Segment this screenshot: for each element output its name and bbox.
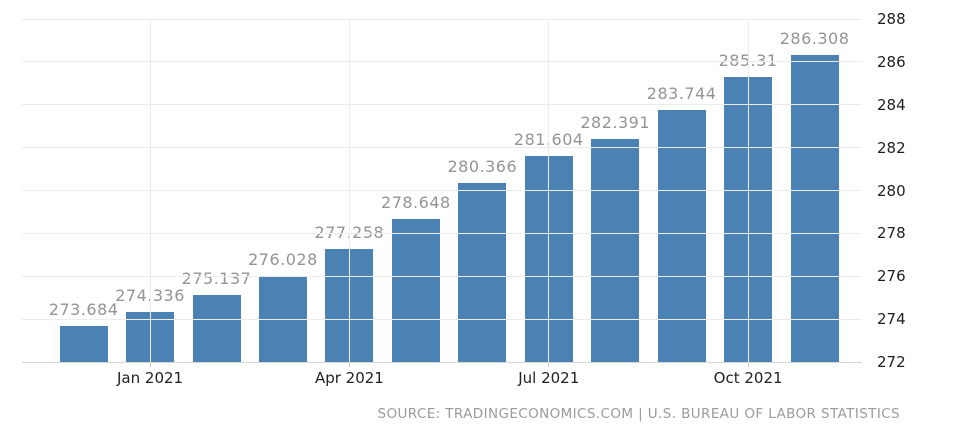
bar <box>192 294 241 362</box>
bar-value-label: 275.137 <box>181 268 252 288</box>
x-axis-tick-label: Oct 2021 <box>713 369 783 387</box>
y-axis-tick-label: 278 <box>877 224 906 243</box>
y-axis-tick-label: 288 <box>877 10 906 28</box>
y-axis-tick-label: 282 <box>877 138 906 157</box>
y-axis-tick-label: 274 <box>877 310 906 329</box>
y-gridline <box>22 61 862 63</box>
y-gridline <box>22 18 862 20</box>
x-axis-tick-mark <box>149 362 151 367</box>
x-axis-tick-label: Jul 2021 <box>518 369 580 387</box>
bar <box>790 55 839 362</box>
y-gridline <box>22 275 862 277</box>
bar <box>458 182 507 362</box>
x-axis-tick-mark <box>548 362 550 367</box>
y-gridline <box>22 318 862 320</box>
x-axis-tick-label: Apr 2021 <box>314 369 384 387</box>
bar-value-label: 280.366 <box>447 156 518 176</box>
bar <box>59 325 108 362</box>
y-gridline <box>22 104 862 106</box>
bar-value-label: 283.744 <box>646 84 717 104</box>
bar-value-label: 282.391 <box>580 113 651 133</box>
bar <box>591 139 640 362</box>
y-gridline <box>22 147 862 149</box>
y-gridline <box>22 190 862 191</box>
y-gridline <box>22 361 862 363</box>
x-axis-tick-mark <box>747 362 749 367</box>
y-axis-tick-label: 284 <box>877 95 906 114</box>
bar-value-label: 286.308 <box>779 29 850 49</box>
x-axis-tick-label: Jan 2021 <box>117 369 184 387</box>
y-axis-tick-label: 286 <box>877 52 906 71</box>
bar-value-label: 276.028 <box>248 249 318 269</box>
bar <box>657 110 706 362</box>
x-axis-tick-mark <box>348 362 350 367</box>
y-axis-tick-label: 280 <box>877 181 906 200</box>
bar-value-label: 273.684 <box>48 299 119 319</box>
y-gridline <box>22 232 862 234</box>
bar <box>391 219 440 362</box>
y-axis-tick-label: 276 <box>877 267 906 286</box>
bar-value-label: 278.648 <box>381 193 451 213</box>
y-axis-tick-label: 272 <box>877 353 906 371</box>
source-attribution: SOURCE: TRADINGECONOMICS.COM | U.S. BURE… <box>377 406 900 422</box>
